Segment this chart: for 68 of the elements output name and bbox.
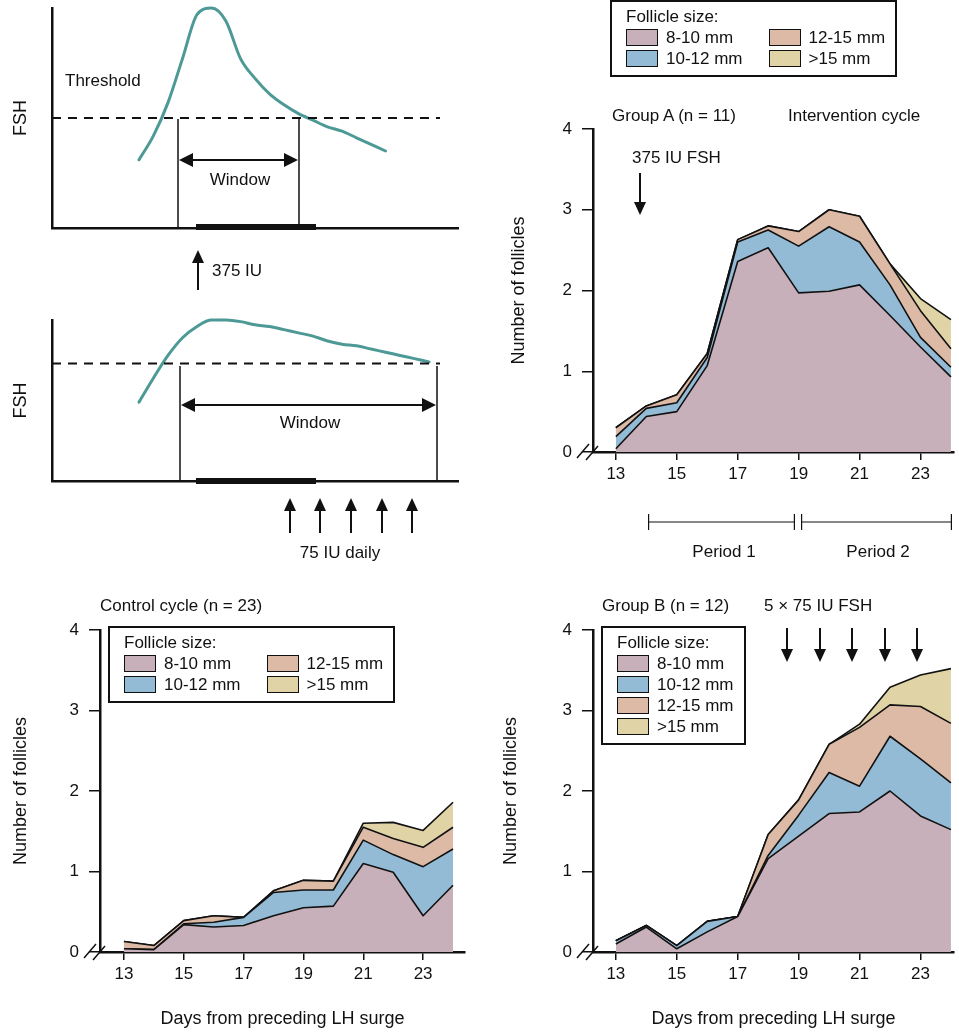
legend-label: >15 mm	[657, 716, 719, 737]
x-tick-label: 23	[911, 463, 930, 483]
y-tick-label: 1	[562, 861, 572, 881]
x-tick-label: 21	[850, 963, 870, 983]
x-tick-label: 17	[728, 463, 748, 483]
legend-label: 12-15 mm	[657, 695, 734, 716]
chart-title: Group A (n = 11)	[612, 106, 736, 126]
text: Period 2	[846, 542, 910, 562]
legend-label: 10-12 mm	[657, 674, 734, 695]
legend-title: Follicle size:	[626, 6, 720, 27]
x-tick-label: 13	[114, 963, 134, 983]
legend-label: 8-10 mm	[666, 27, 734, 48]
legend-label: 10-12 mm	[164, 674, 241, 695]
chart-title: Group B (n = 12)	[602, 596, 730, 616]
x-tick-label: 17	[234, 963, 254, 983]
y-tick-label: 3	[69, 700, 79, 720]
y-axis-title: Number of follicles	[9, 716, 30, 866]
y-tick-label: 0	[562, 441, 572, 461]
legend-title: Follicle size:	[617, 632, 711, 653]
chart-subtitle: Intervention cycle	[788, 106, 921, 126]
x-tick-label: 21	[850, 463, 870, 483]
y-tick-label: 3	[562, 700, 572, 720]
y-tick-label: 1	[69, 861, 79, 881]
x-tick-label: 19	[789, 463, 809, 483]
ref-line-label: Threshold	[65, 71, 141, 91]
x-tick-label: 19	[293, 963, 313, 983]
annotation: Window	[209, 170, 271, 190]
legend-label: 8-10 mm	[164, 653, 232, 674]
x-tick-label: 13	[606, 463, 626, 483]
legend-label: >15 mm	[808, 48, 871, 69]
chart-title: Control cycle (n = 23)	[100, 596, 263, 616]
text: 75 IU daily	[299, 543, 381, 563]
text: 375 IU	[212, 261, 263, 281]
x-tick-label: 15	[174, 963, 194, 983]
y-tick-label: 3	[562, 199, 572, 219]
annotation: Window	[279, 413, 341, 433]
x-tick-label: 23	[413, 963, 433, 983]
y-axis-title: FSH	[9, 100, 30, 136]
y-tick-label: 2	[562, 280, 572, 300]
y-axis-title: FSH	[9, 382, 30, 419]
y-tick-label: 0	[69, 941, 79, 961]
y-tick-label: 4	[562, 118, 572, 138]
x-axis-title: Days from preceding LH surge	[160, 1008, 405, 1029]
y-tick-label: 1	[562, 360, 572, 380]
x-tick-label: 15	[667, 963, 687, 983]
y-tick-label: 4	[562, 619, 572, 639]
legend-label: 12-15 mm	[808, 27, 886, 48]
y-tick-label: 2	[562, 780, 572, 800]
legend-title: Follicle size:	[124, 632, 218, 653]
y-axis-title: Number of follicles	[499, 716, 520, 866]
y-tick-label: 0	[562, 941, 572, 961]
y-tick-label: 2	[69, 780, 79, 800]
x-tick-label: 23	[911, 963, 930, 983]
text: 5 × 75 IU FSH	[764, 596, 873, 616]
y-axis-title: Number of follicles	[507, 216, 528, 365]
x-axis-title: Days from preceding LH surge	[651, 1008, 896, 1029]
x-tick-label: 21	[353, 963, 373, 983]
legend-label: 10-12 mm	[666, 48, 743, 69]
legend-label: 8-10 mm	[657, 653, 725, 674]
x-tick-label: 19	[789, 963, 809, 983]
annotation: 375 IU FSH	[632, 148, 721, 168]
legend-label: 12-15 mm	[306, 653, 384, 674]
x-tick-label: 15	[667, 463, 687, 483]
x-tick-label: 17	[728, 963, 748, 983]
x-tick-label: 13	[606, 963, 626, 983]
legend-label: >15 mm	[306, 674, 369, 695]
y-tick-label: 4	[69, 619, 79, 639]
text: Period 1	[692, 542, 756, 562]
